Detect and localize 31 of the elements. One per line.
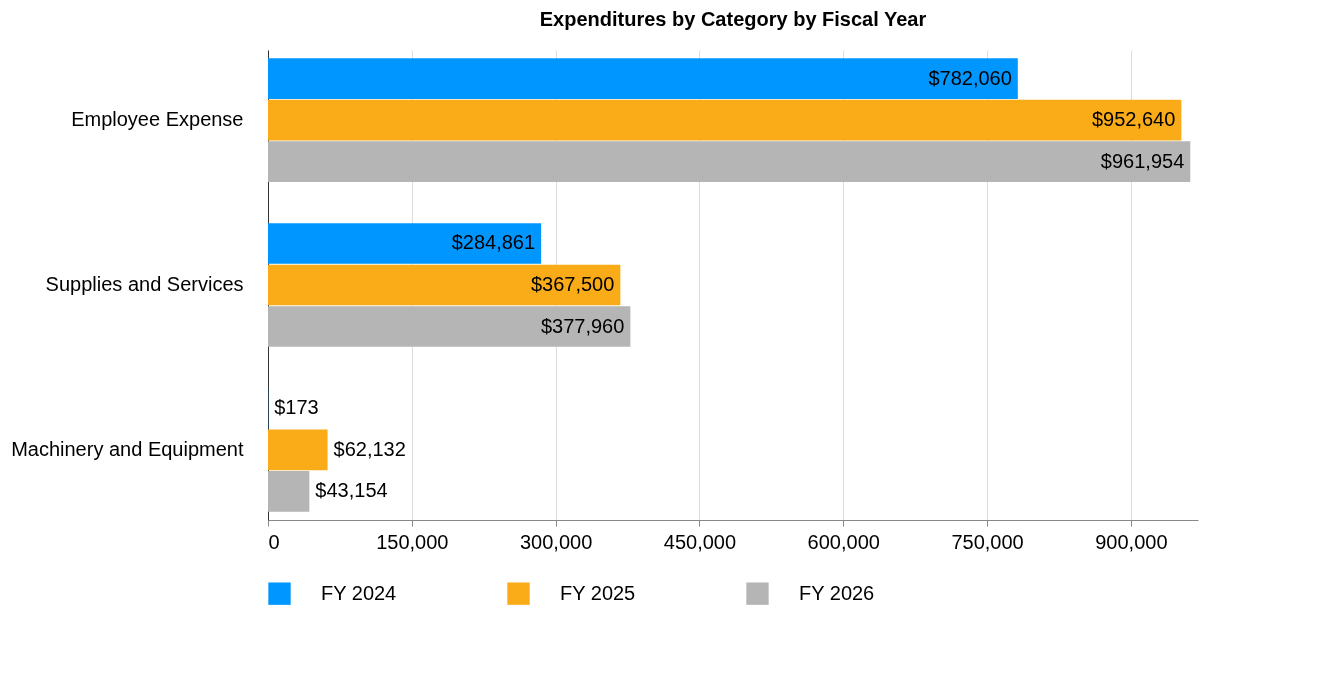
chart-title: Expenditures by Category by Fiscal Year <box>539 8 927 30</box>
data-label: $377,960 <box>540 314 625 337</box>
x-tick-label: 150,000 <box>376 530 449 553</box>
legend-label: FY 2025 <box>560 581 636 604</box>
y-tick-label: Employee Expense <box>71 108 244 131</box>
data-label: $43,154 <box>315 479 388 502</box>
legend-label: FY 2026 <box>799 581 875 604</box>
bar <box>268 306 631 347</box>
x-tick-label: 600,000 <box>807 530 880 553</box>
bar <box>268 99 1182 141</box>
data-label: $284,861 <box>451 231 536 254</box>
y-tick-label: Machinery and Equipment <box>11 437 244 460</box>
bar <box>268 141 1191 182</box>
x-tick-label: 300,000 <box>519 530 593 553</box>
legend-label: FY 2024 <box>321 581 397 604</box>
bar <box>268 58 1018 99</box>
data-label: $62,132 <box>333 437 406 460</box>
data-label: $367,500 <box>530 273 615 295</box>
y-tick-label: Supplies and Services <box>45 273 244 295</box>
data-label: $952,640 <box>1091 108 1176 131</box>
x-tick-label: 900,000 <box>1095 530 1168 553</box>
data-label: $961,954 <box>1100 149 1185 172</box>
x-tick-label: 450,000 <box>663 530 737 553</box>
x-tick-label: 750,000 <box>951 530 1024 553</box>
x-tick-label: 0 <box>268 530 280 553</box>
bar <box>268 429 328 471</box>
data-label: $173 <box>274 396 319 419</box>
bar <box>268 471 310 512</box>
bar <box>268 264 621 306</box>
data-label: $782,060 <box>928 66 1012 89</box>
bar <box>268 223 542 264</box>
